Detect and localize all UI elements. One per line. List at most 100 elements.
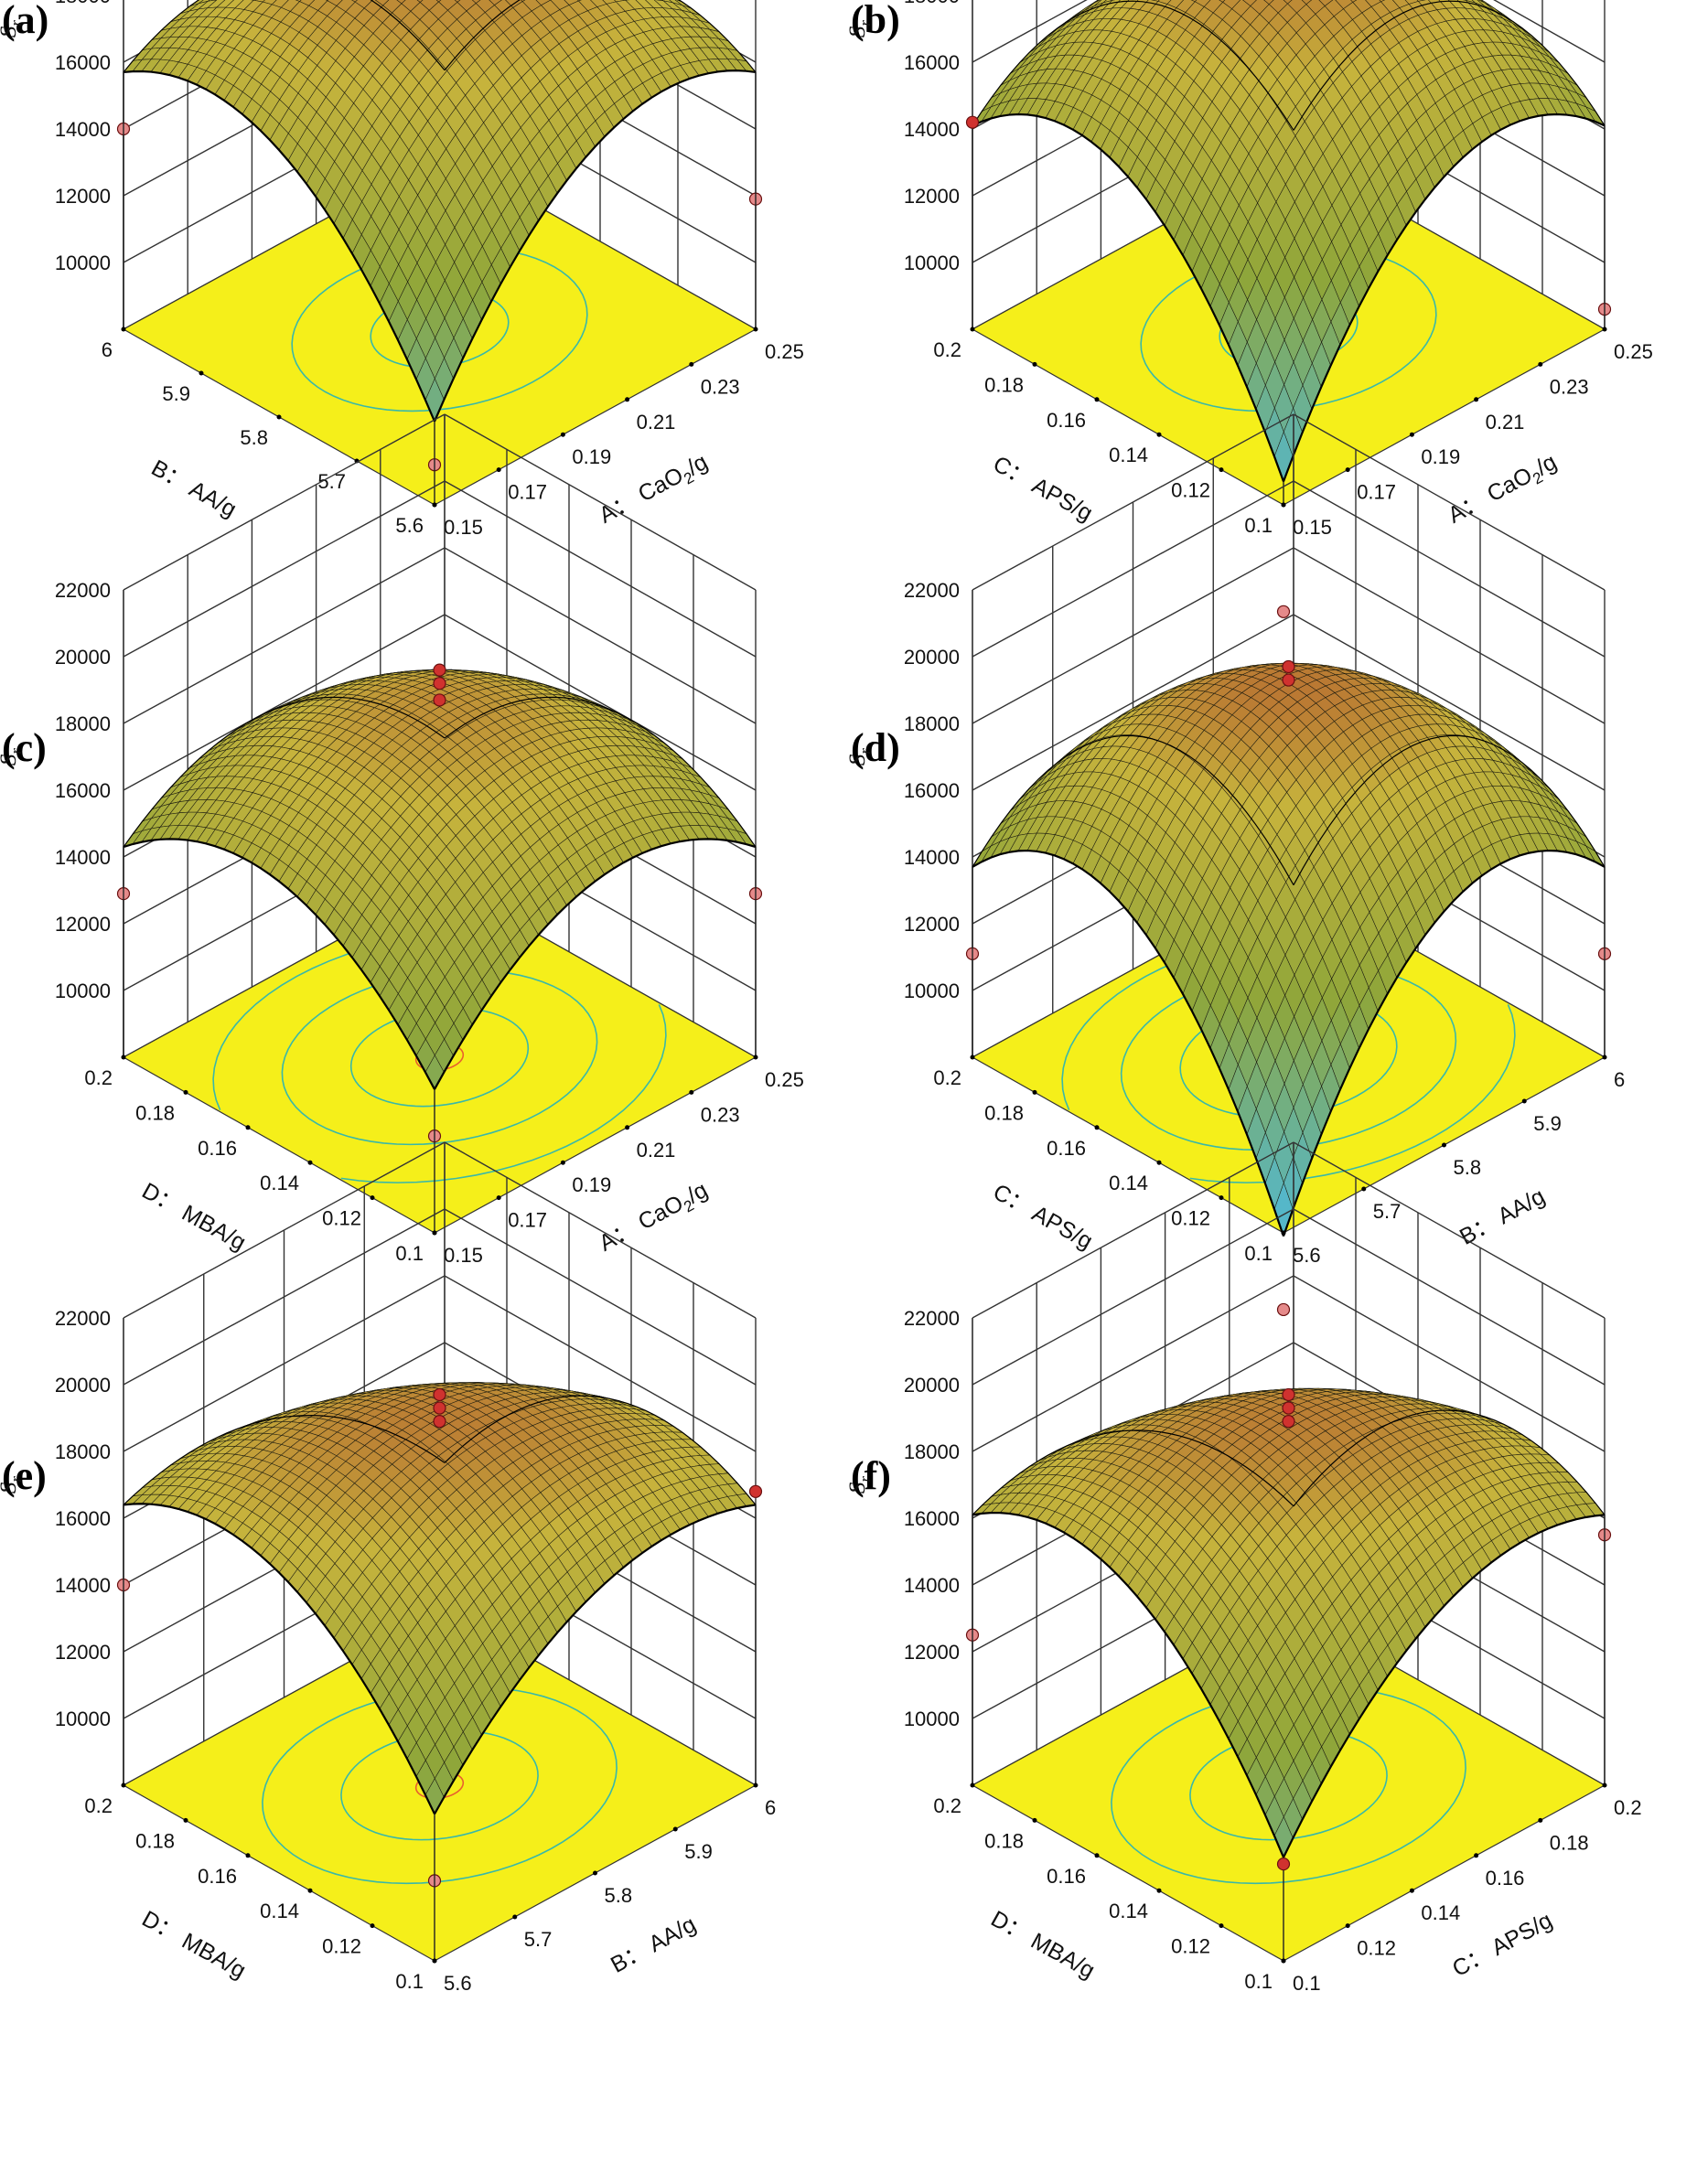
z-tick-label: 20000: [55, 646, 111, 669]
x-tick: [625, 1125, 630, 1130]
grid-line: [123, 547, 446, 724]
surface-cell: [351, 0, 358, 3]
grid-line: [444, 413, 757, 591]
y-tick: [432, 1230, 437, 1236]
design-point: [433, 677, 446, 691]
x-tick-label: 0.21: [637, 411, 676, 434]
surface-edge-x: [433, 70, 757, 423]
grid-line: [123, 413, 446, 591]
z-tick-label: 20000: [904, 646, 960, 669]
contour-line: [340, 1003, 667, 1183]
z-axis-subscript: r: [856, 20, 874, 27]
grid-line: [444, 480, 757, 658]
y-tick-label: 0.2: [84, 1066, 113, 1089]
surface-panel: (b)10000120001400016000180002000022000Sr…: [845, 0, 1653, 618]
surface-edge-back: [123, 696, 446, 848]
y-tick-label: 0.1: [1244, 514, 1273, 537]
x-tick: [625, 397, 630, 402]
surface-edge-x: [1282, 849, 1606, 1237]
design-points: [433, 663, 446, 707]
x-tick-label: 0.25: [765, 1068, 804, 1091]
design-points: [1282, 659, 1295, 687]
design-point: [1282, 673, 1295, 687]
y-tick: [121, 1055, 126, 1060]
z-tick-label: 12000: [904, 185, 960, 208]
y-tick-label: 0.16: [1047, 409, 1086, 432]
surface-cell: [454, 0, 461, 3]
design-points: [965, 115, 980, 129]
x-tick-label: 0.15: [444, 1244, 483, 1267]
grid-line: [1493, 0, 1606, 63]
x-tick: [753, 1055, 758, 1060]
panel-label: (a): [2, 0, 48, 42]
x-tick-label: 0.17: [508, 481, 547, 504]
y-tick-label: 6: [102, 338, 113, 361]
z-tick-label: 14000: [904, 118, 960, 141]
y-tick: [1032, 361, 1037, 367]
x-axis-factor: A： CaO: [595, 462, 687, 528]
design-point: [433, 693, 446, 707]
corner-stems: [123, 71, 757, 505]
z-tick-label: 12000: [55, 913, 111, 936]
grid-line: [972, 0, 1088, 63]
surface-panel: (d)10000120001400016000180002000022000Sr…: [845, 413, 1625, 1317]
corner-stems: [123, 847, 757, 1233]
surface-edge-back: [444, 696, 757, 848]
surface-edge-back: [972, 734, 1294, 885]
response-surface: [123, 0, 757, 423]
x-tick-label: 0.23: [701, 1103, 740, 1126]
z-tick-label: 18000: [904, 712, 960, 735]
grid-line: [1293, 413, 1606, 591]
x-axis-factor: A： CaO: [595, 1190, 687, 1256]
grid-line: [1293, 480, 1606, 658]
x-axis-title: A： CaO2/g: [595, 1177, 714, 1259]
surface-edge-back: [123, 0, 446, 73]
surface-edge-x: [434, 838, 757, 1090]
grid-line: [123, 614, 446, 791]
x-tick-label: 0.19: [572, 445, 611, 468]
x-tick-label: 0.17: [508, 1209, 547, 1232]
design-point: [1276, 1302, 1291, 1317]
z-tick-label: 10000: [55, 252, 111, 274]
y-axis-title: D： MBA/g: [137, 1178, 250, 1256]
x-tick-label: 0.15: [1293, 516, 1332, 539]
z-tick-label: 18000: [55, 712, 111, 735]
x-tick-label: 0.23: [1550, 375, 1589, 398]
surface-edge: [123, 0, 757, 423]
z-tick-label: 16000: [904, 51, 960, 74]
design-point: [1276, 605, 1291, 618]
y-tick-label: 0.12: [322, 1207, 361, 1230]
surface-panel: (c)10000120001400016000180002000022000Sr…: [0, 413, 804, 1267]
design-point: [965, 115, 980, 129]
x-tick-label: 0.15: [444, 516, 483, 539]
x-axis-title: A： CaO2/g: [1444, 449, 1563, 531]
surface-edge-back: [444, 0, 757, 73]
y-axis-title: B： AA/g: [147, 455, 241, 523]
z-tick-label: 18000: [904, 0, 960, 7]
surface-edge-y: [972, 112, 1285, 482]
y-tick-label: 5.8: [240, 426, 268, 449]
grid-line: [444, 614, 757, 791]
x-tick-label: 0.19: [1421, 445, 1460, 468]
x-tick-label: 0.25: [765, 340, 804, 363]
y-tick-label: 0.18: [984, 373, 1024, 396]
surface-edge: [972, 0, 1606, 482]
surface-edge-y: [972, 849, 1285, 1237]
x-tick-label: 0.23: [701, 375, 740, 398]
y-tick-label: 5.6: [395, 514, 424, 537]
z-tick-label: 16000: [904, 779, 960, 802]
surface-edge-y: [123, 838, 435, 1090]
y-tick: [276, 414, 282, 420]
z-tick-label: 10000: [55, 980, 111, 1002]
z-tick-label: 16000: [55, 779, 111, 802]
y-tick: [1094, 397, 1100, 402]
y-tick: [1281, 502, 1286, 508]
panel-label: (b): [851, 0, 900, 42]
z-tick-label: 18000: [55, 0, 111, 7]
x-tick: [753, 327, 758, 332]
x-tick-label: 0.21: [1486, 411, 1525, 434]
surface-cell: [1301, 0, 1313, 5]
surface-edge-back: [972, 0, 1294, 131]
